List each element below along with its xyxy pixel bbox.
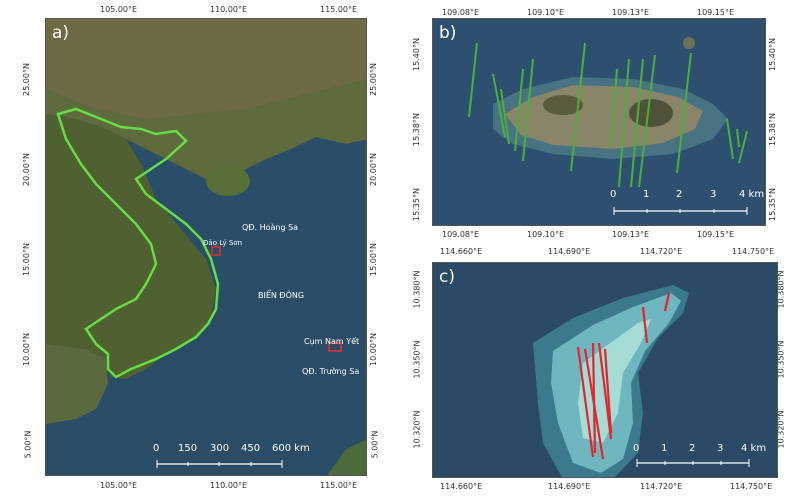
b-scale-4: 4 km	[739, 189, 765, 200]
a-bottom-tick-1: 105.00°E	[100, 481, 138, 490]
c-top-tick-4: 114.750°E	[732, 247, 775, 256]
c-bottom-tick-2: 114.690°E	[548, 482, 591, 491]
panel-a-label: a)	[52, 23, 70, 43]
b-bottom-tick-2: 109.10°E	[527, 230, 565, 239]
c-top-tick-1: 114.660°E	[440, 247, 483, 256]
b-left-tick-2: 15.38°N	[411, 113, 421, 146]
a-left-tick-3: 15.00°N	[21, 243, 31, 276]
b-top-tick-2: 109.10°E	[527, 8, 565, 17]
panel-b-label: b)	[439, 23, 457, 43]
nam-yet-label: Cụm Nam Yết	[304, 337, 360, 346]
a-right-tick-4: 10.00°N	[368, 333, 378, 366]
c-bottom-tick-4: 114.750°E	[730, 482, 773, 491]
ly-son-label: Đảo Lý Sơn	[203, 239, 243, 247]
c-left-tick-1: 10.380°N	[412, 270, 422, 309]
c-top-tick-3: 114.720°E	[640, 247, 683, 256]
c-top-tick-2: 114.690°E	[548, 247, 591, 256]
b-right-tick-3: 15.35°N	[767, 188, 777, 221]
a-left-tick-5: 5.00°N	[23, 430, 33, 459]
a-scale-0: 0	[153, 443, 160, 454]
a-bottom-tick-2: 110.00°E	[210, 481, 248, 490]
a-scale-300: 300	[210, 443, 230, 454]
a-scale-450: 450	[241, 443, 261, 454]
c-scale-3: 3	[717, 443, 724, 454]
b-bottom-tick-3: 109.13°E	[612, 230, 650, 239]
b-transect-lines	[468, 42, 748, 188]
b-top-tick-4: 109.15°E	[697, 8, 735, 17]
a-right-tick-2: 20.00°N	[368, 153, 378, 186]
map-c-graphic	[533, 285, 750, 477]
c-scale-0: 0	[633, 443, 640, 454]
a-right-tick-5: 5.00°N	[370, 430, 380, 459]
b-left-tick-3: 15.35°N	[411, 188, 421, 221]
b-bottom-tick-4: 109.15°E	[697, 230, 735, 239]
a-bottom-tick-3: 115.00°E	[320, 481, 358, 490]
c-scale-1: 1	[661, 443, 668, 454]
map-a-graphic	[46, 19, 366, 475]
b-left-tick-1: 15.40°N	[411, 38, 421, 71]
a-right-tick-1: 25.00°N	[368, 63, 378, 96]
b-top-tick-1: 109.08°E	[442, 8, 480, 17]
b-scale-2: 2	[676, 189, 683, 200]
c-transect-lines	[576, 292, 671, 460]
a-left-tick-4: 10.00°N	[21, 333, 31, 366]
b-scale-0: 0	[610, 189, 617, 200]
c-bottom-tick-1: 114.660°E	[440, 482, 483, 491]
c-scale-2: 2	[689, 443, 696, 454]
map-panel-b: b) 0 1 2 3 4 km	[432, 18, 766, 226]
b-scale-3: 3	[710, 189, 717, 200]
a-top-tick-1: 105.00°E	[100, 5, 138, 14]
b-right-tick-1: 15.40°N	[767, 38, 777, 71]
truong-sa-label: QĐ. Trường Sa	[302, 367, 360, 376]
a-left-tick-1: 25.00°N	[21, 63, 31, 96]
c-scale-4: 4 km	[741, 443, 767, 454]
c-left-tick-2: 10.350°N	[412, 340, 422, 379]
a-scale-600: 600 km	[272, 443, 310, 454]
bien-dong-label: BIỂN ĐÔNG	[258, 291, 305, 300]
b-right-tick-2: 15.38°N	[767, 113, 777, 146]
a-top-tick-2: 110.00°E	[210, 5, 248, 14]
panel-c-label: c)	[439, 267, 455, 287]
map-b-graphic	[468, 37, 748, 215]
map-panel-a: a) QĐ. Hoàng Sa Đảo Lý Sơn BIỂN ĐÔNG Cụm…	[45, 18, 367, 476]
c-bottom-tick-3: 114.720°E	[640, 482, 683, 491]
nam-yet-marker	[328, 342, 342, 352]
b-scale-1: 1	[643, 189, 650, 200]
a-left-tick-2: 20.00°N	[21, 153, 31, 186]
a-right-tick-3: 15.00°N	[368, 243, 378, 276]
map-panel-c: c) 0 1 2 3 4 km	[432, 262, 778, 478]
vietnam-boundary	[56, 107, 220, 379]
a-scale-150: 150	[178, 443, 198, 454]
b-bottom-tick-1: 109.08°E	[442, 230, 480, 239]
a-top-tick-3: 115.00°E	[320, 5, 358, 14]
hoang-sa-label: QĐ. Hoàng Sa	[242, 223, 299, 232]
b-top-tick-3: 109.13°E	[612, 8, 650, 17]
c-left-tick-3: 10.320°N	[412, 410, 422, 449]
ly-son-marker	[211, 246, 221, 256]
